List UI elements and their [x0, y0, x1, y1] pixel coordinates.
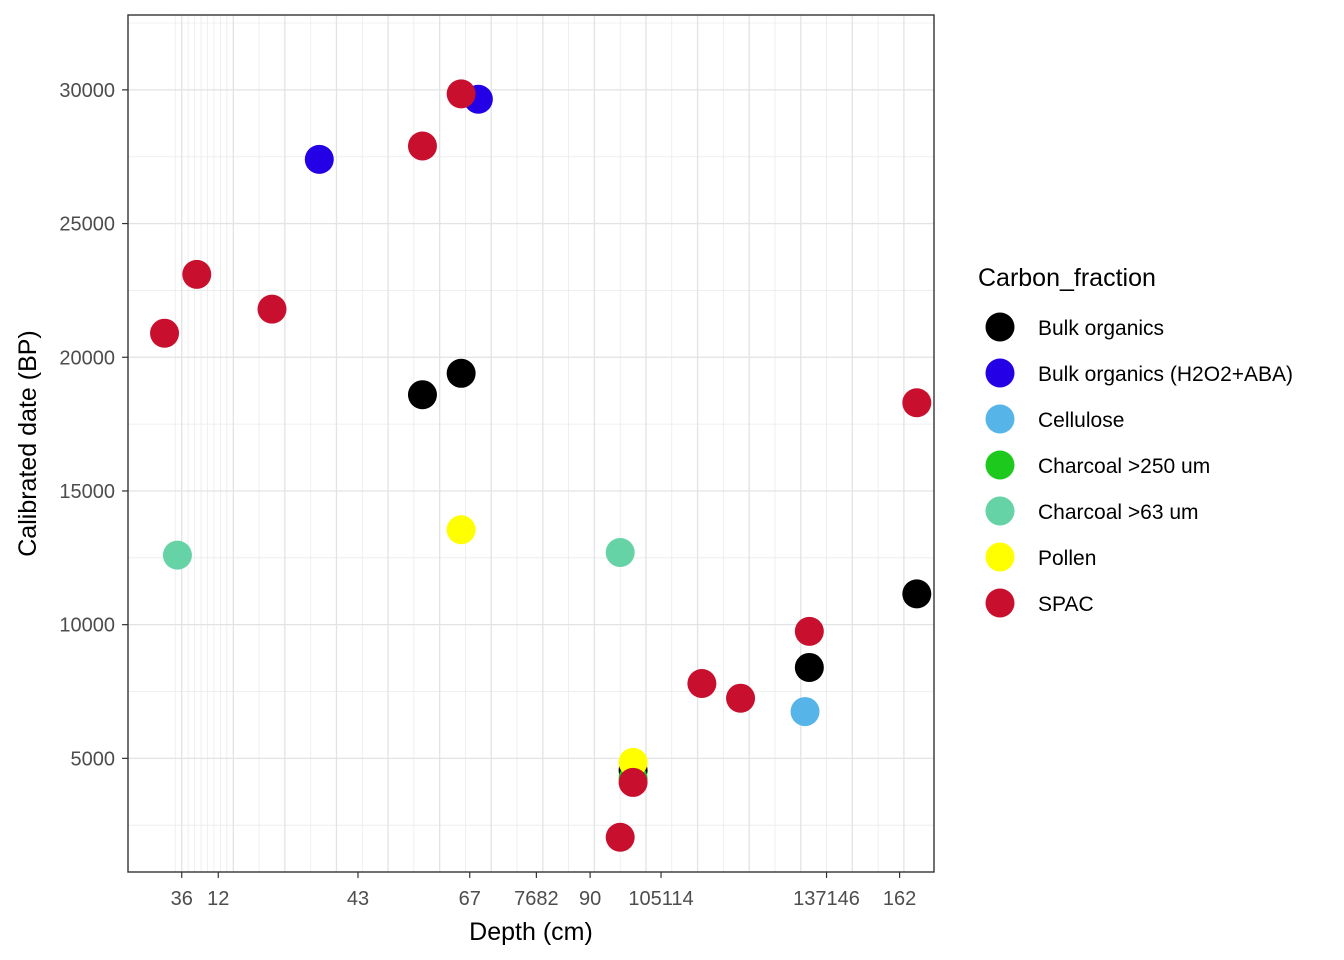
legend-key: [985, 542, 1015, 572]
legend-label: Bulk organics: [1038, 317, 1164, 340]
x-tick-label: 105114: [628, 888, 693, 910]
legend-label: Charcoal >63 um: [1038, 501, 1199, 524]
x-tick-label: 90: [579, 888, 601, 910]
legend-label: Bulk organics (H2O2+ABA): [1038, 363, 1293, 386]
data-points: [150, 79, 932, 852]
y-tick-label: 20000: [59, 347, 115, 369]
legend-label: Charcoal >250 um: [1038, 455, 1210, 478]
legend-title: Carbon_fraction: [978, 264, 1156, 292]
data-point: [407, 131, 437, 161]
data-point: [726, 683, 756, 713]
y-tick-label: 5000: [71, 748, 116, 770]
legend-key: [985, 496, 1015, 526]
legend-label: SPAC: [1038, 593, 1094, 616]
legend-label: Cellulose: [1038, 409, 1124, 432]
data-point: [618, 767, 648, 797]
data-point: [902, 579, 932, 609]
y-tick-label: 25000: [59, 214, 115, 236]
y-tick-label: 15000: [59, 481, 115, 503]
y-tick-label: 30000: [59, 80, 115, 102]
x-tick-label: 7682: [514, 888, 559, 910]
legend-key: [985, 588, 1015, 618]
data-point: [407, 380, 437, 410]
data-point: [902, 388, 932, 418]
legend-key: [985, 404, 1015, 434]
data-point: [182, 259, 212, 289]
data-point: [790, 697, 820, 727]
data-point: [794, 616, 824, 646]
y-axis: 5000 10000 15000 20000 25000 30000: [59, 80, 128, 770]
data-point: [162, 540, 192, 570]
x-tick-label: 67: [459, 888, 481, 910]
data-point: [304, 144, 334, 174]
x-tick-label: 43: [347, 888, 369, 910]
legend-label: Pollen: [1038, 547, 1096, 570]
x-axis-title: Depth (cm): [469, 918, 593, 946]
data-point: [446, 515, 476, 545]
x-axis: 36 12 43 67 7682 90 105114 137146 162: [171, 872, 916, 910]
legend: Carbon_fraction Bulk organics Bulk organi…: [978, 264, 1293, 618]
data-point: [605, 537, 635, 567]
x-tick-label: 36: [171, 888, 193, 910]
data-point: [446, 79, 476, 109]
x-tick-label: 162: [883, 888, 916, 910]
minor-gridlines: [128, 15, 934, 872]
data-point: [150, 318, 180, 348]
y-tick-label: 10000: [59, 615, 115, 637]
legend-key: [985, 312, 1015, 342]
data-point: [687, 668, 717, 698]
data-point: [257, 294, 287, 324]
data-point: [605, 822, 635, 852]
y-axis-title: Calibrated date (BP): [14, 330, 42, 557]
legend-key: [985, 358, 1015, 388]
data-point: [446, 358, 476, 388]
x-tick-label: 12: [207, 888, 229, 910]
plot-panel-border: [127, 14, 935, 873]
data-point: [618, 747, 648, 777]
legend-key: [985, 450, 1015, 480]
x-tick-label: 137146: [793, 888, 860, 910]
data-point: [794, 652, 824, 682]
major-gridlines: [128, 15, 934, 872]
